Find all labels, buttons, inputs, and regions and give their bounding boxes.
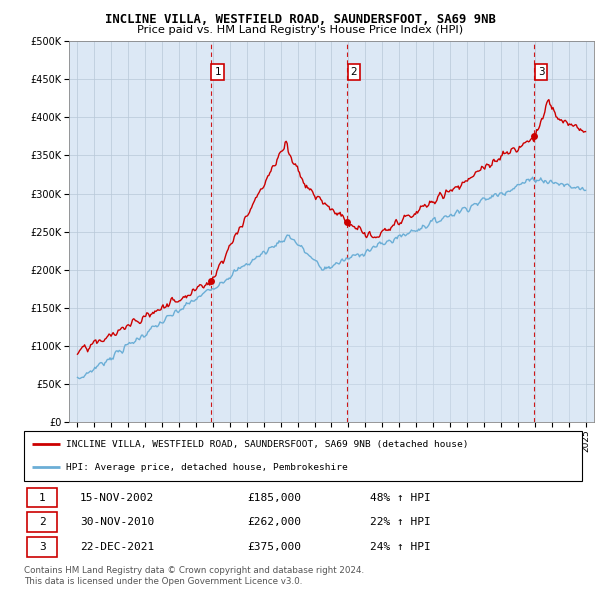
FancyBboxPatch shape [27,537,58,556]
Text: 2: 2 [39,517,46,527]
Text: Contains HM Land Registry data © Crown copyright and database right 2024.: Contains HM Land Registry data © Crown c… [24,566,364,575]
FancyBboxPatch shape [27,487,58,507]
FancyBboxPatch shape [24,431,582,481]
Text: £262,000: £262,000 [247,517,301,527]
Text: Price paid vs. HM Land Registry's House Price Index (HPI): Price paid vs. HM Land Registry's House … [137,25,463,35]
Text: 22% ↑ HPI: 22% ↑ HPI [370,517,431,527]
Text: 22-DEC-2021: 22-DEC-2021 [80,542,154,552]
Text: HPI: Average price, detached house, Pembrokeshire: HPI: Average price, detached house, Pemb… [66,463,347,472]
Text: 24% ↑ HPI: 24% ↑ HPI [370,542,431,552]
Text: This data is licensed under the Open Government Licence v3.0.: This data is licensed under the Open Gov… [24,577,302,586]
Text: 30-NOV-2010: 30-NOV-2010 [80,517,154,527]
Text: 3: 3 [538,67,544,77]
Text: INCLINE VILLA, WESTFIELD ROAD, SAUNDERSFOOT, SA69 9NB: INCLINE VILLA, WESTFIELD ROAD, SAUNDERSF… [104,13,496,26]
FancyBboxPatch shape [27,512,58,532]
Text: INCLINE VILLA, WESTFIELD ROAD, SAUNDERSFOOT, SA69 9NB (detached house): INCLINE VILLA, WESTFIELD ROAD, SAUNDERSF… [66,440,469,449]
Text: £375,000: £375,000 [247,542,301,552]
Text: 1: 1 [39,493,46,503]
Text: £185,000: £185,000 [247,493,301,503]
Text: 3: 3 [39,542,46,552]
Text: 48% ↑ HPI: 48% ↑ HPI [370,493,431,503]
Text: 2: 2 [350,67,357,77]
Text: 1: 1 [214,67,221,77]
Text: 15-NOV-2002: 15-NOV-2002 [80,493,154,503]
